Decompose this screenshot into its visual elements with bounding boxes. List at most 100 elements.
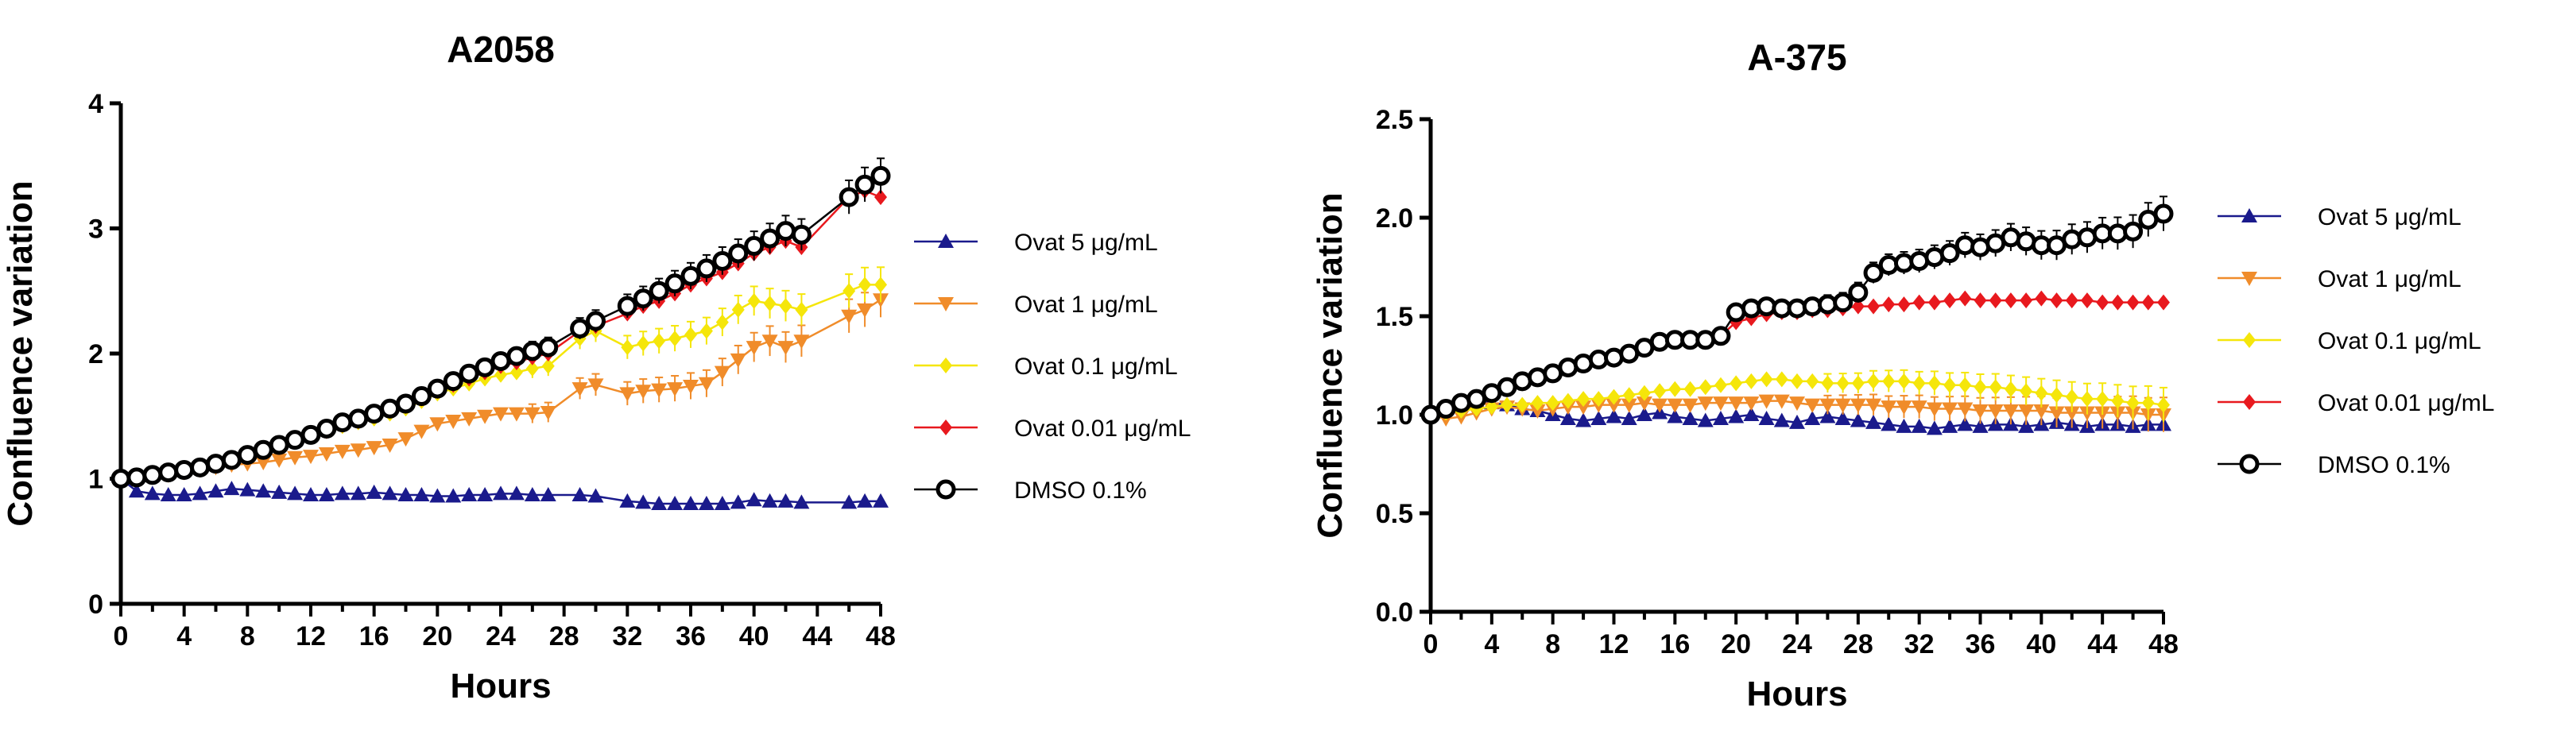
legend-entry: DMSO 0.1%	[2218, 452, 2450, 478]
data-point	[873, 493, 889, 508]
legend-label: Ovat 0.01 μg/mL	[1014, 416, 1191, 442]
x-tick-label: 40	[2026, 629, 2056, 659]
data-point	[2126, 395, 2140, 412]
data-point	[1943, 377, 1957, 393]
data-point	[493, 407, 509, 422]
data-point	[712, 250, 733, 271]
data-point	[635, 385, 652, 400]
data-point	[538, 337, 559, 358]
data-point	[1653, 383, 1667, 400]
data-point	[1789, 396, 1805, 412]
data-point	[698, 377, 715, 392]
data-point	[506, 346, 527, 366]
data-point	[1958, 377, 1972, 393]
data-point	[793, 334, 810, 350]
x-tick-label: 32	[612, 621, 642, 651]
data-point	[744, 236, 765, 257]
legend-label: Ovat 0.01 μg/mL	[2318, 390, 2494, 416]
legend-entry: Ovat 1 μg/mL	[914, 292, 1158, 318]
data-point	[1636, 407, 1652, 421]
legend-label: Ovat 0.1 μg/mL	[2318, 328, 2481, 354]
data-point	[1939, 243, 1960, 264]
data-point	[874, 276, 887, 293]
data-point	[617, 296, 637, 316]
data-point	[841, 494, 858, 509]
data-point	[1987, 404, 2004, 419]
data-point	[255, 456, 272, 471]
x-tick-label: 4	[176, 621, 192, 651]
data-point	[1516, 396, 1529, 413]
x-tick-label: 44	[802, 621, 832, 651]
data-point	[649, 280, 669, 301]
data-point	[651, 383, 668, 398]
legend-marker	[2241, 272, 2257, 286]
data-point	[795, 301, 808, 318]
data-point	[2048, 406, 2065, 421]
data-point	[1561, 392, 1575, 409]
data-point	[2111, 294, 2125, 311]
legend-label: DMSO 0.1%	[1014, 477, 1147, 504]
data-point	[1834, 410, 1851, 425]
data-point	[1682, 398, 1699, 413]
data-point	[714, 365, 730, 381]
legend-marker	[939, 358, 952, 373]
legend-label: DMSO 0.1%	[2318, 452, 2450, 478]
data-point	[1710, 326, 1731, 346]
data-point	[350, 443, 366, 458]
data-point	[508, 407, 525, 422]
data-point	[667, 382, 684, 397]
data-point	[1867, 373, 1881, 389]
data-point	[397, 432, 414, 447]
data-point	[1806, 373, 1819, 389]
x-tick-label: 0	[114, 621, 129, 651]
data-point	[253, 439, 273, 460]
data-point	[429, 417, 446, 432]
data-point	[1607, 389, 1621, 405]
data-point	[269, 435, 289, 455]
data-point	[1775, 371, 1788, 388]
data-point	[1974, 379, 1987, 396]
data-point	[1972, 418, 1989, 433]
data-point	[271, 453, 288, 468]
data-point	[221, 450, 242, 470]
data-point	[1789, 414, 1805, 429]
data-point	[2035, 385, 2048, 401]
data-point	[683, 379, 699, 394]
data-point	[1559, 410, 1576, 425]
x-tick-label: 8	[1545, 629, 1560, 659]
legend-entry: Ovat 5 μg/mL	[2218, 204, 2462, 230]
data-point	[1882, 373, 1896, 389]
data-point	[540, 486, 556, 501]
data-point	[174, 459, 195, 480]
data-point	[763, 296, 777, 311]
data-point	[2157, 396, 2170, 413]
data-point	[1942, 418, 1958, 433]
x-tick-label: 24	[1782, 629, 1812, 659]
data-point	[619, 387, 636, 402]
data-point	[206, 454, 226, 474]
data-point	[747, 292, 761, 309]
data-point	[1743, 396, 1760, 412]
data-point	[396, 393, 416, 414]
legend-entry: DMSO 0.1%	[914, 477, 1147, 504]
data-point	[445, 415, 462, 430]
data-point	[334, 444, 351, 459]
data-point	[334, 485, 351, 501]
data-point	[839, 187, 859, 207]
data-point	[1636, 396, 1652, 412]
data-point	[1791, 373, 1803, 389]
data-point	[128, 483, 145, 498]
data-point	[1926, 420, 1943, 435]
data-point	[653, 333, 666, 350]
data-point	[300, 424, 321, 445]
data-point	[427, 378, 447, 399]
x-tick-label: 36	[676, 621, 706, 651]
data-point	[1865, 398, 1882, 413]
data-point	[318, 486, 335, 501]
x-axis-label: Hours	[1746, 675, 1847, 713]
data-point	[1896, 418, 1912, 433]
data-point	[176, 486, 192, 501]
data-point	[2141, 395, 2155, 412]
